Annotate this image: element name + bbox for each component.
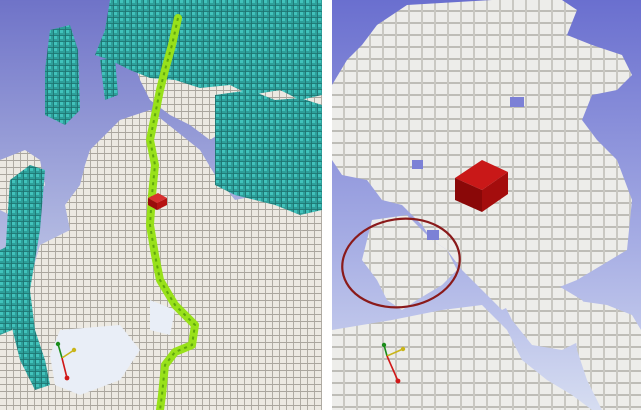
- axis-gizmo-icon[interactable]: [55, 341, 77, 381]
- left-3d-viewport[interactable]: [0, 0, 322, 410]
- right-floor-voxels: [332, 0, 641, 410]
- highlight-ring-icon: [341, 217, 461, 309]
- right-3d-viewport[interactable]: [332, 0, 641, 410]
- left-obstacle-voxels: [0, 0, 322, 390]
- robot-marker-icon[interactable]: [148, 193, 167, 210]
- right-scene[interactable]: [332, 0, 641, 410]
- left-scene[interactable]: [0, 0, 322, 410]
- robot-marker-icon[interactable]: [455, 160, 508, 212]
- axis-gizmo-icon[interactable]: [381, 342, 406, 384]
